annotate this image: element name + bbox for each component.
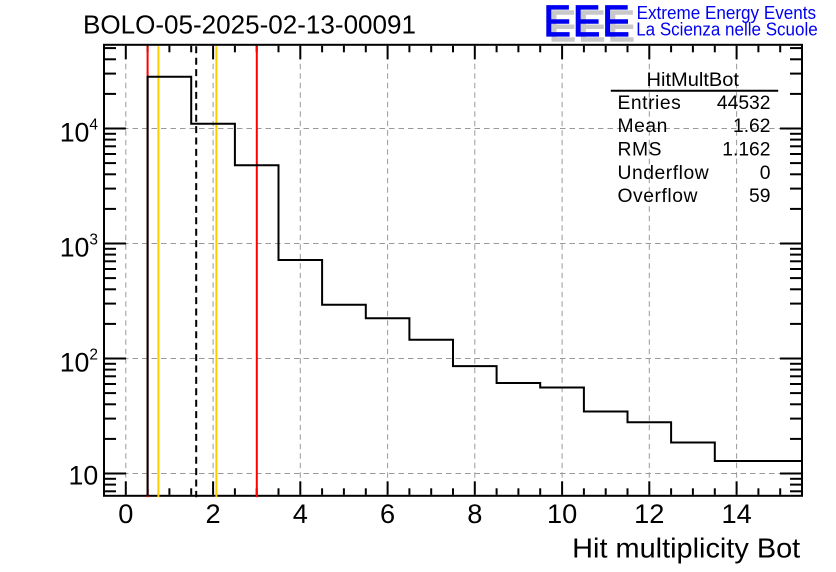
svg-text:HitMultBot: HitMultBot: [647, 70, 740, 91]
svg-text:44532: 44532: [717, 93, 771, 114]
svg-text:Underflow: Underflow: [618, 163, 710, 184]
svg-text:Entries: Entries: [618, 93, 682, 114]
svg-text:1.162: 1.162: [722, 139, 770, 160]
svg-text:BOLO-05-2025-02-13-00091: BOLO-05-2025-02-13-00091: [83, 9, 416, 39]
svg-text:8: 8: [467, 498, 482, 529]
svg-text:La Scienza nelle Scuole: La Scienza nelle Scuole: [636, 19, 818, 40]
svg-text:59: 59: [749, 186, 770, 207]
svg-text:Extreme Energy Events: Extreme Energy Events: [637, 2, 817, 23]
svg-text:6: 6: [380, 498, 395, 529]
svg-text:14: 14: [721, 498, 751, 529]
svg-text:1.62: 1.62: [733, 116, 771, 137]
svg-text:Mean: Mean: [618, 116, 668, 137]
svg-text:RMS: RMS: [618, 139, 663, 160]
svg-text:10: 10: [547, 498, 577, 529]
svg-text:Overflow: Overflow: [618, 186, 698, 207]
svg-text:2: 2: [206, 498, 221, 529]
svg-text:12: 12: [634, 498, 664, 529]
svg-text:Hit multiplicity Bot: Hit multiplicity Bot: [572, 532, 800, 563]
svg-text:4: 4: [293, 498, 308, 529]
svg-text:0: 0: [118, 498, 133, 529]
svg-text:10: 10: [69, 461, 99, 491]
svg-text:0: 0: [760, 163, 771, 184]
